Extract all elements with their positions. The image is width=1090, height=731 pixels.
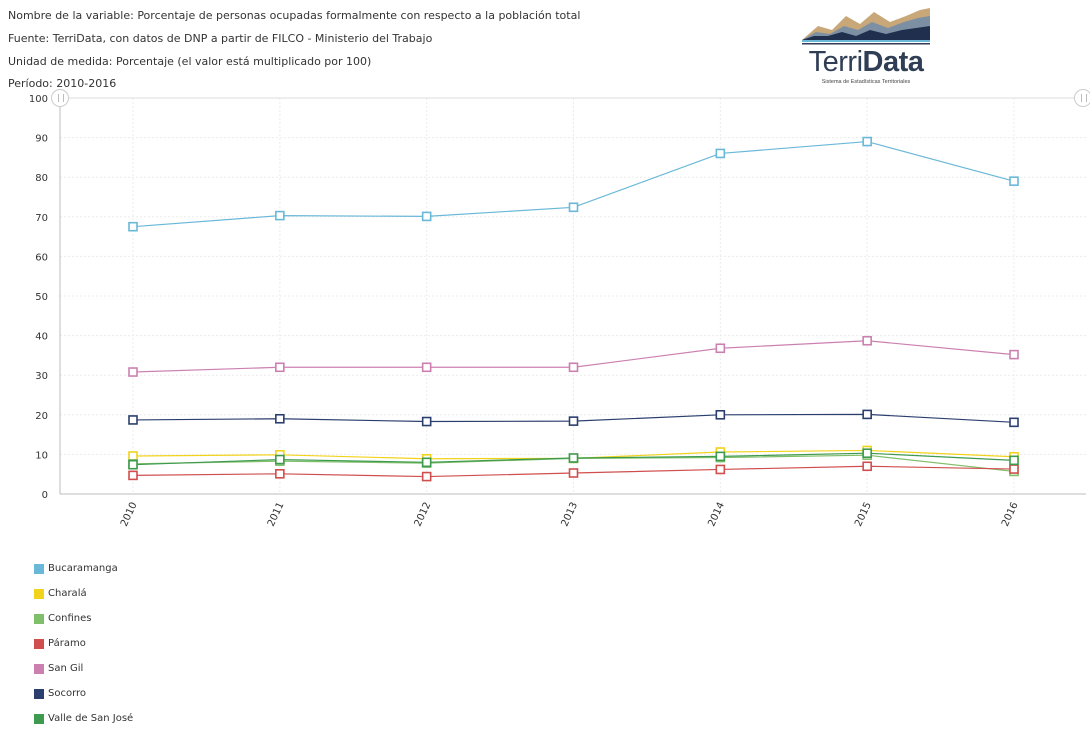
legend-item[interactable]: Bucaramanga	[34, 556, 133, 581]
period: Período: 2010-2016	[8, 77, 117, 90]
y-tick-label: 40	[35, 332, 48, 343]
x-tick-label: 2012	[413, 501, 434, 529]
data-point-marker	[128, 470, 138, 481]
y-tick-label: 60	[35, 252, 48, 263]
legend-label: San Gil	[48, 663, 84, 674]
legend-item[interactable]: San Gil	[34, 656, 133, 681]
data-point-marker	[1009, 417, 1019, 428]
y-tick-label: 50	[35, 292, 48, 303]
legend-label: Charalá	[48, 588, 87, 599]
data-point-marker	[128, 451, 138, 461]
data-point-marker	[715, 451, 726, 462]
data-point-marker	[862, 136, 872, 147]
data-point-marker	[862, 409, 872, 420]
legend-swatch	[34, 588, 44, 599]
zoom-handle-right[interactable]	[1074, 89, 1090, 107]
x-tick-label: 2010	[119, 501, 140, 529]
legend-label: Páramo	[48, 638, 86, 649]
data-point-marker	[275, 413, 285, 424]
legend-swatch	[34, 638, 44, 649]
data-point-marker	[275, 210, 285, 221]
x-tick-label: 2011	[266, 501, 287, 529]
legend-item[interactable]: Charalá	[34, 581, 133, 606]
terridata-logo: TerriData Sistema de Estadísticas Territ…	[798, 6, 934, 90]
data-point-marker	[568, 453, 579, 463]
legend-label: Socorro	[48, 688, 87, 699]
data-point-marker	[862, 448, 872, 459]
data-point-marker	[421, 211, 432, 222]
legend-swatch	[34, 688, 44, 699]
data-point-marker	[421, 416, 432, 427]
data-point-marker	[715, 343, 726, 354]
data-point-marker	[128, 415, 138, 425]
data-point-marker	[568, 468, 579, 478]
y-tick-label: 30	[35, 371, 48, 382]
data-point-marker	[275, 469, 285, 479]
data-point-marker	[862, 335, 872, 346]
x-tick-label: 2015	[853, 501, 874, 529]
data-point-marker	[715, 409, 726, 420]
unit-of-measure: Unidad de medida: Porcentaje (el valor e…	[8, 55, 372, 68]
data-point-marker	[128, 459, 138, 470]
data-point-marker	[1009, 349, 1019, 360]
data-point-marker	[1009, 176, 1019, 186]
x-tick-label: 2013	[559, 501, 580, 529]
variable-name: Nombre de la variable: Porcentaje de per…	[8, 9, 581, 22]
logo-wordmark: TerriData	[808, 46, 924, 78]
data-point-marker	[128, 367, 138, 377]
logo-subtitle: Sistema de Estadísticas Territoriales	[821, 79, 911, 85]
data-point-marker	[568, 202, 579, 213]
data-point-marker	[421, 457, 432, 468]
legend-label: Bucaramanga	[48, 563, 118, 574]
data-point-marker	[862, 461, 872, 472]
x-tick-label: 2016	[1000, 501, 1021, 529]
legend-swatch	[34, 663, 44, 674]
x-tick-label: 2014	[706, 501, 727, 529]
legend-swatch	[34, 613, 44, 624]
logo-mountains-graphic	[802, 8, 930, 45]
y-tick-label: 0	[42, 490, 48, 501]
data-point-marker	[1009, 464, 1019, 474]
data-point-marker	[568, 362, 579, 373]
legend-item[interactable]: Confines	[34, 606, 133, 631]
data-point-marker	[128, 221, 138, 232]
chart-legend: Bucaramanga Charalá Confines Páramo San Gil S…	[34, 556, 133, 731]
legend-swatch	[34, 563, 44, 574]
legend-item[interactable]: Páramo	[34, 631, 133, 656]
legend-item[interactable]: Socorro	[34, 681, 133, 706]
data-point-marker	[275, 454, 285, 465]
zoom-handle-left[interactable]	[51, 89, 69, 107]
y-tick-label: 90	[35, 134, 48, 145]
data-point-marker	[421, 471, 432, 482]
y-tick-label: 20	[35, 411, 48, 422]
data-point-marker	[275, 362, 285, 373]
y-tick-label: 70	[35, 213, 48, 224]
data-point-marker	[1009, 455, 1019, 466]
data-source: Fuente: TerriData, con datos de DNP a pa…	[8, 32, 433, 45]
y-tick-label: 10	[35, 450, 48, 461]
y-tick-label: 80	[35, 173, 48, 184]
data-point-marker	[715, 464, 726, 475]
y-tick-label: 100	[29, 94, 48, 105]
data-point-marker	[421, 362, 432, 373]
legend-label: Confines	[48, 613, 92, 624]
data-point-marker	[568, 416, 579, 426]
data-point-marker	[715, 148, 726, 159]
